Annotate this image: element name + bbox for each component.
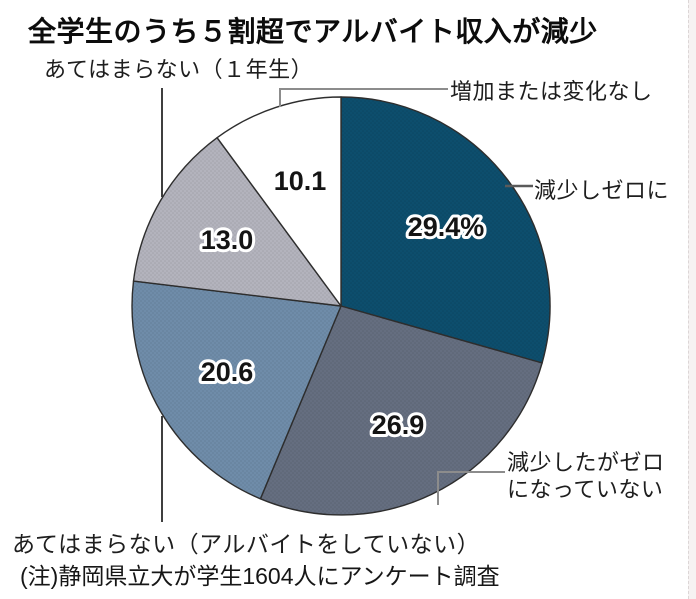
callout-label-freshman: あてはまらない（１年生）: [44, 57, 314, 82]
pie-slice: [216, 96, 342, 307]
slice-value-label: 20.6: [201, 357, 254, 387]
callout-label-no-parttime-job: あてはまらない（アルバイトをしていない）: [12, 531, 481, 557]
slice-value-label: 26.9: [372, 410, 425, 440]
callout-label-decreased-not-zero-line1: 減少したがゼロ: [507, 450, 665, 475]
slice-value-label: 29.4%: [408, 212, 485, 242]
decreased-not-zero-connector-line: [437, 471, 505, 505]
connector-lines: [279, 88, 533, 505]
source-note: (注)静岡県立大が学生1604人にアンケート調査: [20, 563, 500, 589]
pie-slice-texture: [133, 137, 341, 306]
increase-connector-line: [279, 88, 448, 107]
callout-label-decreased-to-zero: 減少しゼロに: [534, 178, 670, 203]
slice-value-label: 10.1: [274, 166, 327, 196]
slice-value-label: 13.0: [201, 225, 254, 255]
chart-title: 全学生のうち５割超でアルバイト収入が減少: [28, 16, 598, 47]
callout-label-decreased-not-zero: 減少したがゼロ になっていない: [507, 449, 665, 503]
pie-value-labels: 29.4% 26.9 20.6 13.0 10.1: [198, 163, 488, 443]
pie-slice-texture: [260, 306, 543, 515]
pie-slices: [131, 96, 551, 516]
pie-slice-texture: [132, 281, 341, 499]
pie-slice-texture: [341, 97, 551, 363]
callout-label-decreased-not-zero-line2: になっていない: [507, 477, 664, 502]
callout-label-increase: 増加または変化なし: [450, 79, 653, 104]
page-edge-strip: [688, 0, 696, 599]
